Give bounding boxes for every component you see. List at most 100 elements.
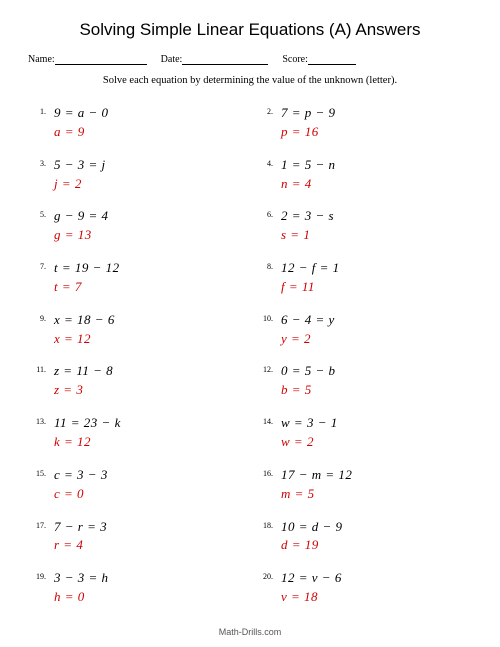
problem-number: 15. [28,466,54,478]
problem-number: 9. [28,311,54,323]
problem: 10.6 − 4 = yy = 2 [255,311,472,349]
equation: z = 11 − 8 [54,362,113,381]
equation: 7 − r = 3 [54,518,107,537]
problem-number: 10. [255,311,281,323]
equation: g − 9 = 4 [54,207,109,226]
problem: 7.t = 19 − 12t = 7 [28,259,245,297]
problem: 2.7 = p − 9p = 16 [255,104,472,142]
equation: 3 − 3 = h [54,569,109,588]
name-label: Name: [28,54,55,65]
answer: b = 5 [281,381,336,400]
problem-body: 7 − r = 3r = 4 [54,518,107,556]
equation: w = 3 − 1 [281,414,338,433]
problem-number: 16. [255,466,281,478]
answer: g = 13 [54,226,109,245]
page-title: Solving Simple Linear Equations (A) Answ… [28,20,472,40]
answer: p = 16 [281,123,336,142]
equation: 1 = 5 − n [281,156,336,175]
equation: 7 = p − 9 [281,104,336,123]
problem-number: 13. [28,414,54,426]
problem-number: 1. [28,104,54,116]
problem: 13.11 = 23 − kk = 12 [28,414,245,452]
problem-body: 9 = a − 0a = 9 [54,104,109,142]
score-field: Score: [282,54,356,65]
answer: t = 7 [54,278,120,297]
answer: h = 0 [54,588,109,607]
problem: 9.x = 18 − 6x = 12 [28,311,245,349]
problem-number: 14. [255,414,281,426]
equation: 9 = a − 0 [54,104,109,123]
problem: 20.12 = v − 6v = 18 [255,569,472,607]
problem: 8.12 − f = 1f = 11 [255,259,472,297]
answer: v = 18 [281,588,342,607]
header-row: Name: Date: Score: [28,54,472,65]
problem-number: 4. [255,156,281,168]
equation: c = 3 − 3 [54,466,108,485]
problem-body: g − 9 = 4g = 13 [54,207,109,245]
problem-body: 5 − 3 = jj = 2 [54,156,106,194]
answer: d = 19 [281,536,343,555]
problem-number: 18. [255,518,281,530]
equation: 6 − 4 = y [281,311,335,330]
problem-number: 20. [255,569,281,581]
problems-grid: 1.9 = a − 0a = 9 2.7 = p − 9p = 16 3.5 − 3… [28,104,472,607]
problem: 16.17 − m = 12m = 5 [255,466,472,504]
answer: c = 0 [54,485,108,504]
score-label: Score: [282,54,308,65]
answer: x = 12 [54,330,115,349]
name-line [55,55,147,65]
problem-number: 7. [28,259,54,271]
problem-body: x = 18 − 6x = 12 [54,311,115,349]
answer: y = 2 [281,330,335,349]
problem-body: 7 = p − 9p = 16 [281,104,336,142]
problem-number: 8. [255,259,281,271]
answer: n = 4 [281,175,336,194]
problem: 14.w = 3 − 1w = 2 [255,414,472,452]
problem-body: 10 = d − 9d = 19 [281,518,343,556]
problem-number: 5. [28,207,54,219]
problem: 18.10 = d − 9d = 19 [255,518,472,556]
equation: 17 − m = 12 [281,466,352,485]
problem-body: 17 − m = 12m = 5 [281,466,352,504]
problem: 12.0 = 5 − bb = 5 [255,362,472,400]
name-field: Name: [28,54,147,65]
answer: s = 1 [281,226,334,245]
problem-number: 17. [28,518,54,530]
answer: j = 2 [54,175,106,194]
answer: r = 4 [54,536,107,555]
problem-number: 3. [28,156,54,168]
problem: 19.3 − 3 = hh = 0 [28,569,245,607]
problem-body: 11 = 23 − kk = 12 [54,414,121,452]
problem-number: 2. [255,104,281,116]
problem-body: 2 = 3 − ss = 1 [281,207,334,245]
problem-body: t = 19 − 12t = 7 [54,259,120,297]
problem-number: 11. [28,362,54,374]
date-field: Date: [161,54,269,65]
equation: 12 = v − 6 [281,569,342,588]
date-line [182,55,268,65]
equation: 5 − 3 = j [54,156,106,175]
problem: 15.c = 3 − 3c = 0 [28,466,245,504]
date-label: Date: [161,54,183,65]
problem: 5.g − 9 = 4g = 13 [28,207,245,245]
problem-number: 19. [28,569,54,581]
problem: 3.5 − 3 = jj = 2 [28,156,245,194]
problem-body: 12 = v − 6v = 18 [281,569,342,607]
problem-body: 0 = 5 − bb = 5 [281,362,336,400]
equation: t = 19 − 12 [54,259,120,278]
problem: 1.9 = a − 0a = 9 [28,104,245,142]
problem-body: w = 3 − 1w = 2 [281,414,338,452]
answer: k = 12 [54,433,121,452]
problem-body: 6 − 4 = yy = 2 [281,311,335,349]
footer: Math-Drills.com [0,627,500,637]
equation: 0 = 5 − b [281,362,336,381]
answer: w = 2 [281,433,338,452]
problem-number: 6. [255,207,281,219]
instructions: Solve each equation by determining the v… [28,75,472,86]
problem-body: 12 − f = 1f = 11 [281,259,340,297]
answer: f = 11 [281,278,340,297]
problem-body: c = 3 − 3c = 0 [54,466,108,504]
answer: z = 3 [54,381,113,400]
equation: 2 = 3 − s [281,207,334,226]
equation: 10 = d − 9 [281,518,343,537]
